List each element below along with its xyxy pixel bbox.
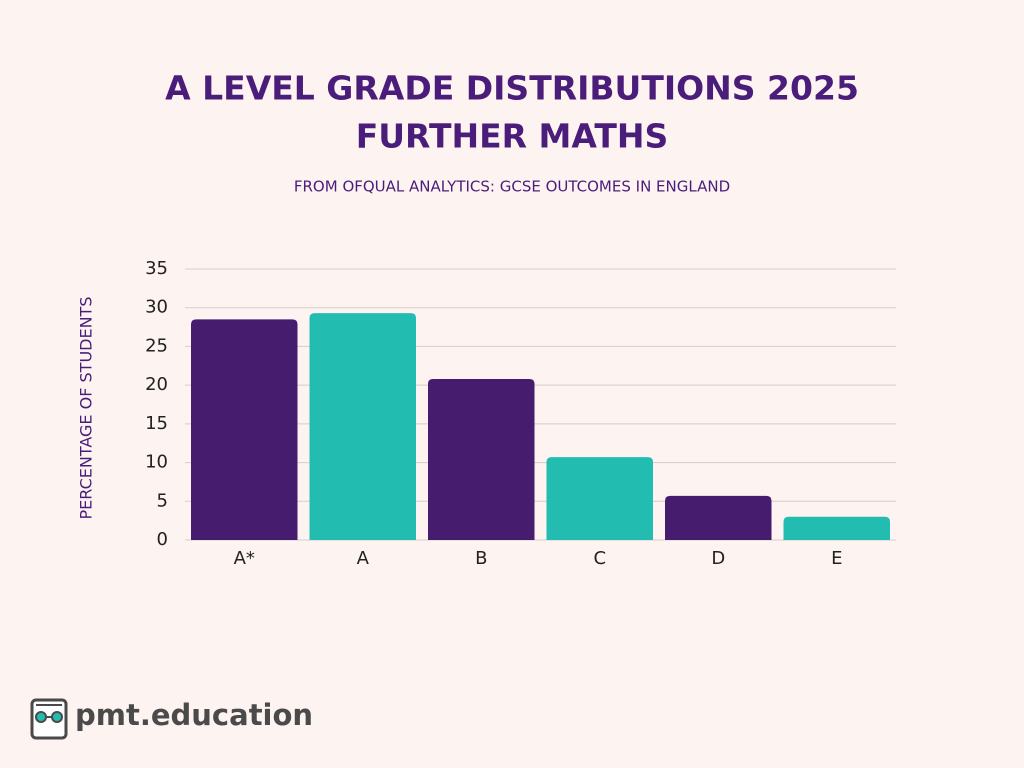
y-tick-label: 20 bbox=[145, 374, 168, 395]
x-tick-label: D bbox=[711, 548, 725, 569]
y-tick-label: 10 bbox=[145, 452, 168, 473]
bar bbox=[783, 516, 890, 540]
x-tick-label: E bbox=[831, 548, 842, 569]
chart-subtitle: FROM OFQUAL ANALYTICS: GCSE OUTCOMES IN … bbox=[294, 178, 730, 196]
bar bbox=[428, 378, 535, 540]
bar bbox=[191, 319, 298, 540]
y-tick-label: 30 bbox=[145, 297, 168, 318]
y-tick-label: 25 bbox=[145, 335, 168, 356]
y-tick-label: 0 bbox=[157, 529, 168, 550]
y-tick-label: 35 bbox=[145, 258, 168, 279]
x-tick-label: C bbox=[593, 548, 606, 569]
bar bbox=[309, 313, 416, 540]
y-tick-label: 15 bbox=[145, 413, 168, 434]
logo-icon bbox=[30, 698, 68, 740]
x-tick-label: A* bbox=[234, 548, 255, 569]
bar bbox=[665, 495, 772, 540]
chart-title: A LEVEL GRADE DISTRIBUTIONS 2025 bbox=[165, 69, 859, 108]
x-tick-label: B bbox=[475, 548, 487, 569]
y-tick-label: 5 bbox=[157, 490, 168, 511]
bar bbox=[546, 457, 653, 540]
x-tick-label: A bbox=[357, 548, 370, 569]
chart-title: FURTHER MATHS bbox=[356, 117, 669, 156]
y-axis-label: PERCENTAGE OF STUDENTS bbox=[77, 297, 96, 520]
brand-name: pmt.education bbox=[75, 698, 313, 732]
